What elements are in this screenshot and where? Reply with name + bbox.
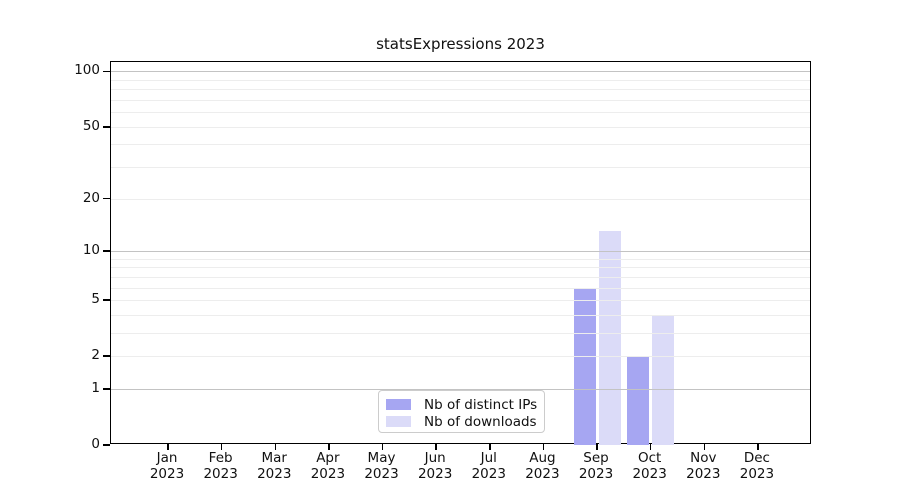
- x-tick-label-line: 2023: [632, 466, 667, 482]
- y-tick-20: [103, 197, 110, 200]
- y-tick-label-50: 50: [82, 117, 100, 134]
- y-tick-label-1: 1: [91, 379, 100, 396]
- x-tick-label-oct: Oct 2023: [618, 450, 682, 482]
- y-tick-label-0: 0: [91, 436, 100, 452]
- bar-oct-downloads: [652, 314, 675, 445]
- y-tick-0: [103, 444, 110, 446]
- x-tick-label-aug: Aug 2023: [510, 450, 574, 482]
- x-tick-nov: [703, 443, 706, 450]
- legend-swatch-distinct-ips: [386, 399, 411, 410]
- x-tick-label-line: Aug: [529, 450, 556, 466]
- legend-swatch-downloads: [386, 416, 411, 427]
- x-tick-label-line: 2023: [203, 466, 238, 482]
- x-tick-label-line: 2023: [471, 466, 506, 482]
- x-tick-label-line: May: [367, 450, 396, 466]
- x-tick-label-line: 2023: [578, 466, 614, 482]
- x-tick-label-feb: Feb 2023: [189, 450, 253, 482]
- x-tick-label-line: Apr: [316, 450, 340, 466]
- x-tick-label-jan: Jan 2023: [135, 450, 199, 482]
- x-tick-label-line: Mar: [261, 450, 287, 466]
- y-tick-5: [103, 299, 110, 301]
- x-axis-tick-labels: Jan 2023 Feb 2023 Mar 2023 Apr 2023 May 2023 Jun 20…: [110, 450, 811, 490]
- x-tick-dec: [757, 443, 759, 450]
- bar-sep-distinct-ips: [573, 287, 596, 445]
- x-tick-label-line: Oct: [637, 450, 662, 466]
- x-tick-label-line: Feb: [208, 450, 233, 466]
- legend-label-downloads: Nb of downloads: [424, 413, 537, 430]
- x-tick-jun: [435, 443, 437, 450]
- y-tick-label-20: 20: [82, 189, 100, 206]
- x-tick-label-line: Jul: [480, 450, 497, 466]
- x-tick-aug: [542, 443, 545, 450]
- y-axis-tick-labels: 0 1 2 5 10 20 50 100: [0, 61, 100, 452]
- y-tick-label-2: 2: [91, 347, 100, 364]
- x-tick-may: [381, 443, 384, 450]
- x-tick-label-line: 2023: [149, 466, 185, 482]
- x-tick-label-line: 2023: [310, 466, 346, 482]
- x-tick-label-line: Jan: [156, 450, 178, 466]
- x-tick-jan: [167, 443, 169, 450]
- x-tick-label-jun: Jun 2023: [403, 450, 467, 482]
- chart-title: statsExpressions 2023: [376, 35, 545, 53]
- y-tick-2: [103, 355, 110, 357]
- x-tick-label-jul: Jul 2023: [457, 450, 521, 482]
- y-tick-label-5: 5: [91, 290, 100, 307]
- legend-label-distinct-ips: Nb of distinct IPs: [424, 396, 538, 413]
- x-tick-label-may: May 2023: [350, 450, 414, 482]
- legend: Nb of distinct IPs Nb of downloads: [378, 390, 545, 433]
- x-tick-label-line: 2023: [417, 466, 453, 482]
- x-tick-label-dec: Dec 2023: [725, 450, 789, 482]
- x-tick-label-mar: Mar 2023: [242, 450, 306, 482]
- x-tick-label-line: 2023: [686, 466, 721, 482]
- x-tick-label-line: Sep: [583, 450, 609, 466]
- x-tick-label-line: Jun: [424, 450, 446, 466]
- x-tick-oct: [649, 443, 652, 450]
- x-tick-label-line: 2023: [739, 466, 775, 482]
- legend-item-downloads: Nb of downloads: [386, 413, 544, 430]
- x-tick-sep: [596, 443, 598, 450]
- plot-area: [103, 61, 811, 450]
- x-tick-label-line: Nov: [690, 450, 717, 466]
- x-tick-label-sep: Sep 2023: [564, 450, 628, 482]
- x-tick-jul: [489, 443, 491, 450]
- y-tick-1: [103, 388, 110, 390]
- y-tick-50: [103, 126, 110, 128]
- bar-oct-distinct-ips: [627, 356, 650, 445]
- x-tick-label-line: 2023: [257, 466, 292, 482]
- bar-sep-downloads: [598, 231, 621, 445]
- legend-item-distinct-ips: Nb of distinct IPs: [386, 396, 544, 413]
- y-tick-100: [103, 70, 110, 73]
- x-tick-apr: [328, 443, 330, 450]
- x-tick-mar: [274, 443, 276, 450]
- x-tick-label-apr: Apr 2023: [296, 450, 360, 482]
- y-tick-label-100: 100: [74, 62, 100, 79]
- y-axis-tick-marks: [103, 62, 810, 446]
- x-tick-label-nov: Nov 2023: [671, 450, 735, 482]
- x-tick-feb: [220, 443, 223, 450]
- bars-layer: [111, 62, 810, 445]
- x-tick-label-line: 2023: [364, 466, 399, 482]
- x-axis-tick-marks: [111, 62, 810, 450]
- y-tick-10: [103, 250, 110, 252]
- x-tick-label-line: Dec: [743, 450, 770, 466]
- x-tick-label-line: 2023: [525, 466, 560, 482]
- y-tick-label-10: 10: [82, 241, 100, 258]
